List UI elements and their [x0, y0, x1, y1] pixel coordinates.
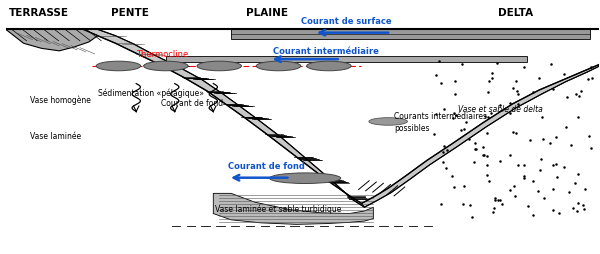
Ellipse shape	[143, 62, 188, 71]
Text: Thermocline: Thermocline	[136, 50, 188, 59]
Polygon shape	[213, 194, 373, 225]
Text: Vase et sable de delta: Vase et sable de delta	[458, 105, 543, 114]
Polygon shape	[361, 66, 599, 208]
Ellipse shape	[269, 173, 341, 184]
Text: Courant de fond: Courant de fond	[161, 99, 224, 108]
Text: PENTE: PENTE	[112, 8, 149, 18]
Text: TERRASSE: TERRASSE	[8, 8, 68, 18]
Text: Vase laminée: Vase laminée	[29, 131, 80, 140]
Polygon shape	[6, 30, 98, 52]
Text: PLAINE: PLAINE	[245, 8, 287, 18]
Text: Vase laminée et sable turbidique: Vase laminée et sable turbidique	[215, 204, 341, 213]
Ellipse shape	[256, 62, 301, 71]
Text: Courant de surface: Courant de surface	[301, 17, 392, 26]
Ellipse shape	[96, 62, 140, 71]
Ellipse shape	[307, 62, 351, 71]
Text: DELTA: DELTA	[498, 8, 533, 18]
Text: Sédimentation «pélagique»: Sédimentation «pélagique»	[98, 88, 204, 98]
Text: Courants intermédiaires
possibles: Courants intermédiaires possibles	[394, 112, 487, 132]
Polygon shape	[231, 30, 590, 40]
Ellipse shape	[197, 62, 241, 71]
Polygon shape	[83, 30, 364, 208]
Ellipse shape	[369, 118, 407, 126]
Text: Courant intermédiaire: Courant intermédiaire	[273, 47, 379, 56]
Text: Courant de fond: Courant de fond	[228, 162, 305, 170]
Text: Vase homogène: Vase homogène	[29, 95, 91, 104]
Polygon shape	[166, 57, 527, 63]
